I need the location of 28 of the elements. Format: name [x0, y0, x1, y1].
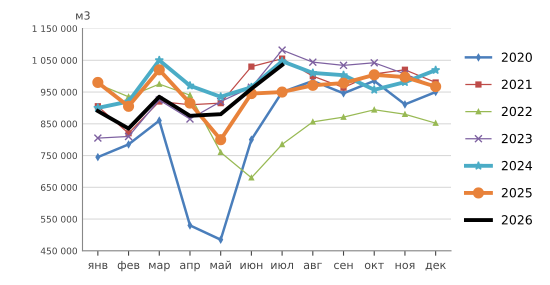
x-tick-label: май: [210, 260, 231, 270]
legend-label: 2024: [502, 160, 532, 170]
x-tick-label: ноя: [396, 262, 414, 270]
x-tick-label: июн: [240, 262, 262, 270]
x-tick-label: авг: [304, 262, 322, 270]
x-tick-label: фев: [118, 260, 140, 272]
legend-label: 2025: [502, 188, 532, 198]
x-tick-label: дек: [426, 262, 446, 270]
legend-label: 2026: [502, 215, 532, 225]
legend-label: 2023: [502, 134, 532, 144]
x-tick-label: сен: [334, 262, 353, 270]
y-tick-label: 1 150 000: [32, 25, 78, 32]
x-tick-label: апр: [180, 262, 200, 272]
y-tick-label: 650 000: [40, 184, 78, 191]
y-tick-label: 550 000: [41, 216, 78, 223]
y-tick-label: 1 050 000: [32, 56, 78, 64]
legend-label: 2020: [502, 52, 532, 62]
y-tick-label: 850 000: [40, 120, 78, 128]
legend-label: 2022: [502, 106, 532, 116]
y-tick-label: 950 000: [40, 88, 78, 96]
legend-label: 2021: [502, 80, 532, 90]
x-tick-label: июл: [271, 262, 294, 270]
x-tick-label: окт: [364, 262, 384, 270]
x-tick-label: янв: [88, 262, 108, 269]
y-tick-label: 750 000: [41, 152, 78, 160]
y-tick-label: 450 000: [40, 248, 78, 254]
x-tick-label: мар: [149, 262, 170, 272]
y-axis-title: м3: [76, 11, 90, 20]
